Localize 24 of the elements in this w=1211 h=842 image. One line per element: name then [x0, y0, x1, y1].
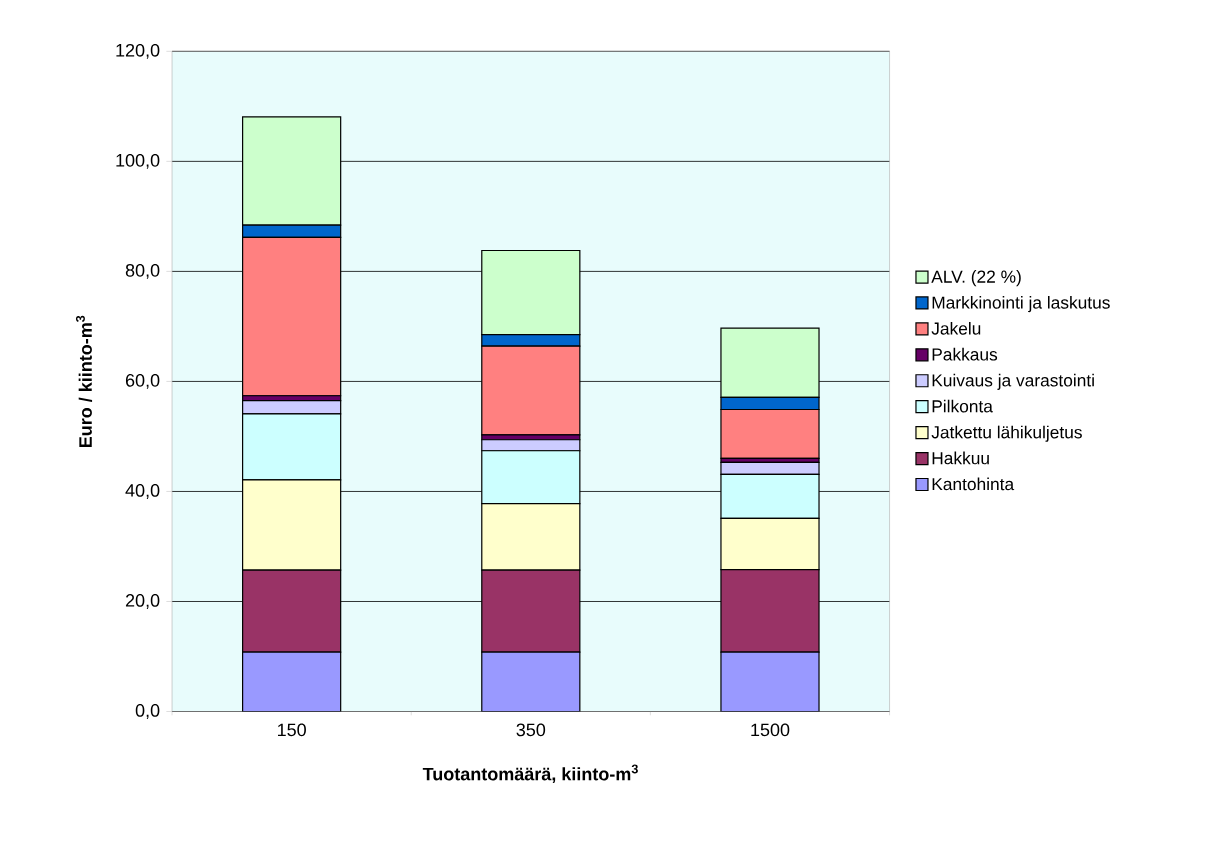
legend-label: Pilkonta	[932, 399, 993, 413]
y-tick-label: 100,0	[116, 153, 160, 169]
legend-label: Hakkuu	[932, 451, 989, 465]
legend-label: Kuivaus ja varastointi	[932, 373, 1094, 390]
legend-label: Jakelu	[931, 321, 981, 335]
y-tick-label: 20,0	[125, 593, 160, 609]
x-tick-label: 1500	[751, 723, 790, 737]
y-tick-label: 0,0	[135, 703, 160, 719]
x-tick-label: 350	[516, 723, 546, 737]
y-tick-label: 80,0	[125, 263, 160, 279]
bar	[242, 651, 342, 712]
x-tick-label: 150	[278, 723, 306, 737]
legend-label: Kantohinta	[932, 477, 1015, 491]
legend-label: Jatkettu lähikuljetus	[931, 425, 1082, 442]
y-tick-label: 120,0	[116, 43, 160, 59]
bar	[720, 651, 820, 712]
y-tick-label: 40,0	[125, 483, 160, 499]
legend-label: Markkinointi ja laskutus	[932, 295, 1110, 313]
bar	[481, 651, 581, 712]
y-axis-title: Euro / kiinto-m$^{3}$	[75, 315, 93, 447]
y-tick-label: 60,0	[125, 373, 160, 389]
legend-label: Pakkaus	[932, 347, 998, 361]
legend-label: ALV. (22 %)	[931, 269, 1021, 287]
x-axis-title: Tuotantomäärä, kiinto-m$^{3}$	[422, 764, 638, 783]
